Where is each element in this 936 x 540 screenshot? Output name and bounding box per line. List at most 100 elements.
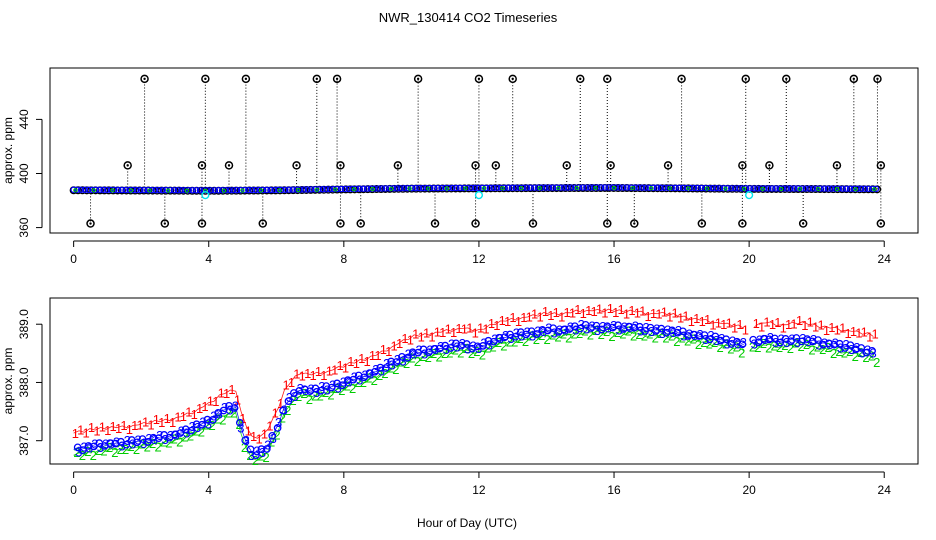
series-symbol-2: 2 [706,337,713,352]
series-symbol-1: 1 [126,422,133,437]
data-point-avg [512,184,519,191]
spike-point-center [335,77,339,81]
series-symbol-3: 3 [605,321,612,336]
series-symbol-2: 2 [144,440,151,455]
series-symbol-3: 3 [497,331,504,346]
spike-point-center [879,222,883,225]
series-symbol-3: 3 [97,440,104,455]
data-point-avg [716,184,724,192]
data-point-avg [378,185,386,192]
data-point-avg [631,184,638,191]
data-point-avg [311,186,319,193]
spike-point [471,219,480,228]
series-circle [576,324,585,333]
series-symbol-3: 3 [837,341,844,356]
series-symbol-3: 3 [691,328,698,343]
series-circle [203,415,212,424]
data-point-avg [657,184,664,191]
data-point-avg [772,185,780,192]
series-symbol-3: 3 [302,383,309,398]
series-symbol-1: 1 [185,404,192,419]
series-symbol-2: 2 [646,327,653,342]
series-symbol-3: 3 [118,438,125,453]
data-point-green [370,187,375,192]
series-symbol-1: 1 [88,420,95,435]
data-point-avg [787,185,794,192]
series-symbol-3: 3 [810,332,817,347]
series-symbol-2: 2 [446,346,453,361]
spike-point [630,219,639,228]
series-symbol-1: 1 [347,354,354,369]
data-point-avg [720,185,727,192]
y-axis-label-top: approx. ppm [1,117,15,184]
series-circle [830,340,839,349]
series-symbol-2: 2 [376,368,383,383]
series-symbol-1: 1 [180,409,187,424]
series-symbol-1: 1 [158,415,165,430]
series-circle [392,358,401,366]
series-symbol-1: 1 [288,375,295,390]
series-symbol-3: 3 [518,328,525,343]
plot-frame-top [49,67,919,234]
data-point-avg [471,184,479,192]
spike-point-center [531,222,535,225]
series-symbol-2: 2 [84,444,91,459]
series-circle [684,332,693,340]
series-line-1 [73,308,874,439]
series-circle [489,337,498,346]
series-symbol-3: 3 [859,345,866,360]
series-symbol-1: 1 [709,317,716,332]
spike-point-center [741,222,744,225]
spike-point-center [204,77,207,81]
data-point-avg [453,184,460,192]
series-symbol-2: 2 [311,389,318,404]
series-symbol-3: 3 [410,347,417,362]
series-symbol-1: 1 [742,322,749,337]
series-symbol-3: 3 [502,328,509,343]
spike-point [606,161,615,170]
y-axis-top: 360 400 440 [17,109,43,238]
series-symbol-3: 3 [475,341,482,356]
series-symbol-2: 2 [825,340,832,355]
series-circle [187,426,196,435]
series-circle [538,325,547,334]
series-symbol-1: 1 [207,394,214,409]
spike-point-center [744,77,747,81]
series-symbol-1: 1 [466,320,473,335]
series-symbol-1: 1 [682,309,689,324]
series-symbol-1: 1 [228,382,235,397]
series-circle [603,322,612,331]
data-point-avg [382,185,389,192]
series-symbol-1: 1 [169,415,176,430]
series-symbol-2: 2 [468,346,475,361]
spike-point-center [143,77,146,81]
series-symbol-1: 1 [645,309,652,324]
data-point-avg [178,186,185,194]
series-symbol-3: 3 [183,426,190,441]
data-point-green [389,186,394,191]
series-symbol-3: 3 [280,403,287,418]
series-symbol-2: 2 [657,326,664,341]
data-point-avg [211,187,219,194]
series-symbol-2: 2 [322,385,329,400]
series-circle [106,439,114,447]
data-point-avg [464,184,471,192]
data-point-avg [330,185,337,193]
data-point-avg [349,185,356,193]
series-circle [430,345,439,353]
spike-point-center [801,222,805,225]
series-symbol-1: 1 [164,411,171,426]
data-point-avg [241,186,248,194]
data-point-avg [267,186,274,194]
series-symbol-2: 2 [241,440,248,455]
series-circle [592,321,601,330]
series-symbol-3: 3 [675,323,682,338]
series-symbol-1: 1 [634,306,641,321]
data-point-avg [664,184,672,191]
series-circle [776,338,785,347]
series-symbol-2: 2 [819,342,826,357]
data-point-avg [616,184,623,191]
spike-point-center [477,77,481,81]
series-symbol-2: 2 [398,354,405,369]
data-point-avg [415,184,423,192]
